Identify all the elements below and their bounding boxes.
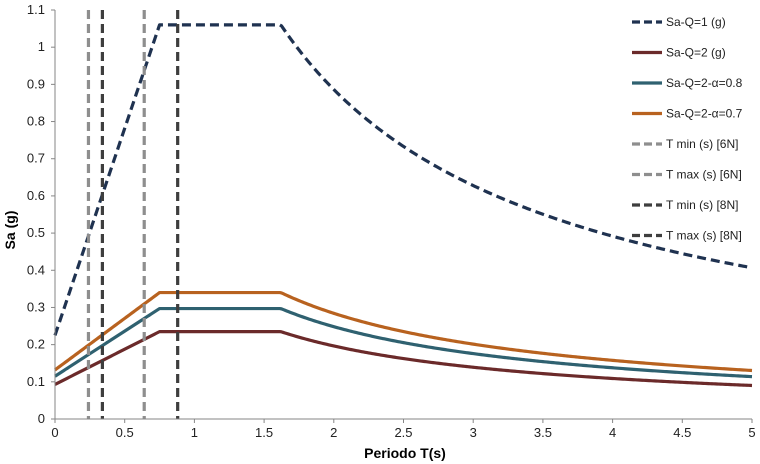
x-tick-label: 1.5 (255, 425, 273, 440)
legend-label: T min (s) [8N] (666, 198, 738, 212)
y-tick-label: 0.5 (27, 225, 45, 240)
x-tick-label: 1 (191, 425, 198, 440)
y-tick-label: 0.3 (27, 299, 45, 314)
legend-label: Sa-Q=2-α=0.8 (666, 76, 743, 90)
legend-label: Sa-Q=1 (g) (666, 15, 726, 29)
legend-label: T max (s) [8N] (666, 229, 742, 243)
x-tick-label: 3 (470, 425, 477, 440)
y-axis-ticks: 0 0.1 0.2 0.3 0.4 0.5 0.6 0.7 0.8 0.9 1 1.1 (27, 2, 55, 426)
y-tick-label: 0.6 (27, 188, 45, 203)
y-tick-label: 1 (38, 39, 45, 54)
y-tick-label: 0.2 (27, 337, 45, 352)
y-tick-label: 0.7 (27, 151, 45, 166)
series-line-3 (54, 290, 753, 373)
y-tick-label: 0.9 (27, 76, 45, 91)
series-line-1 (54, 330, 753, 388)
series-line-0 (53, 23, 753, 336)
x-axis-ticks: 0 0.5 1 1.5 2 2.5 3 3.5 4 4.5 5 (51, 419, 756, 440)
x-tick-label: 2.5 (394, 425, 412, 440)
x-tick-label: 4.5 (673, 425, 691, 440)
y-tick-label: 0.1 (27, 374, 45, 389)
legend-label: Sa-Q=2-α=0.7 (666, 107, 743, 121)
legend-label: T min (s) [6N] (666, 137, 738, 151)
x-tick-label: 2 (330, 425, 337, 440)
legend-label: Sa-Q=2 (g) (666, 46, 726, 60)
y-tick-label: 0 (38, 411, 45, 426)
x-axis-title: Periodo T(s) (364, 445, 446, 461)
x-tick-label: 4 (609, 425, 616, 440)
legend-label: T max (s) [6N] (666, 168, 742, 182)
x-tick-label: 3.5 (534, 425, 552, 440)
series-line-2 (54, 306, 753, 379)
y-tick-label: 1.1 (27, 2, 45, 17)
x-tick-label: 0.5 (116, 425, 134, 440)
x-tick-label: 5 (748, 425, 755, 440)
y-tick-label: 0.8 (27, 114, 45, 129)
x-tick-label: 0 (51, 425, 58, 440)
legend: Sa-Q=1 (g) Sa-Q=2 (g) Sa-Q=2-α=0.8 Sa-Q=2-α… (632, 15, 743, 243)
y-axis-title: Sa (g) (2, 211, 18, 250)
y-tick-label: 0.4 (27, 262, 45, 277)
plot-area (53, 10, 753, 419)
